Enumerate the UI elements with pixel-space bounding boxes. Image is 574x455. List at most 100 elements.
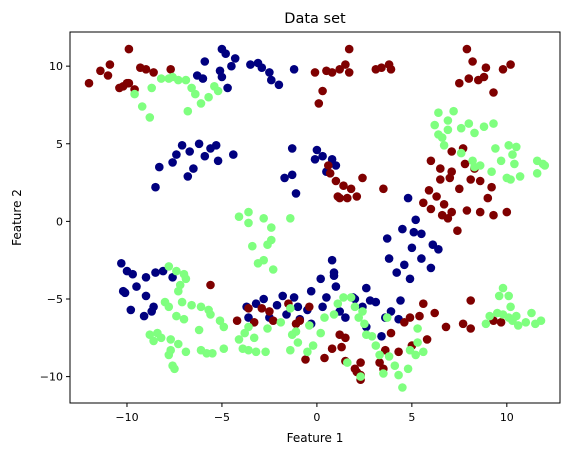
point-s0-53 [426, 263, 436, 273]
point-s0-5 [246, 60, 255, 69]
y-tick-label: 10 [49, 60, 63, 73]
point-s2-124 [419, 347, 428, 357]
point-s1-91 [341, 333, 350, 343]
point-s2-135 [234, 335, 244, 344]
point-s2-107 [350, 302, 360, 312]
point-s2-40 [456, 148, 466, 158]
point-s1-42 [343, 193, 352, 203]
point-s1-70 [453, 226, 462, 235]
point-s0-95 [382, 234, 392, 243]
point-s0-32 [318, 151, 327, 161]
point-s1-31 [479, 72, 489, 82]
point-s0-57 [141, 273, 151, 282]
point-s0-25 [168, 158, 177, 167]
point-s1-90 [337, 342, 346, 352]
point-s2-71 [219, 322, 229, 332]
point-s0-68 [139, 311, 149, 321]
point-s2-139 [485, 311, 495, 321]
point-s1-56 [466, 175, 476, 184]
chart-title: Data set [284, 11, 346, 27]
point-s1-12 [122, 78, 132, 88]
point-s2-152 [498, 283, 508, 293]
point-s2-79 [156, 333, 166, 343]
point-s1-108 [422, 335, 432, 344]
point-s1-106 [415, 311, 424, 321]
point-s2-43 [487, 167, 496, 176]
point-s0-16 [223, 83, 232, 93]
point-s2-64 [174, 286, 183, 296]
point-s1-18 [341, 60, 350, 69]
point-s1-1 [96, 66, 105, 76]
point-s1-33 [498, 65, 508, 74]
point-s2-78 [145, 330, 155, 340]
point-s1-71 [475, 207, 485, 217]
point-s2-56 [470, 162, 479, 172]
point-s1-54 [460, 159, 470, 169]
point-s2-25 [263, 240, 272, 249]
point-s2-35 [430, 120, 440, 130]
point-s0-18 [194, 139, 204, 149]
point-s1-41 [346, 184, 356, 194]
point-s0-45 [417, 229, 426, 239]
point-s2-34 [489, 119, 498, 128]
y-axis-label: Feature 2 [10, 189, 24, 246]
point-s2-84 [166, 345, 175, 355]
point-s2-149 [536, 316, 546, 326]
point-s2-113 [371, 341, 381, 350]
point-s1-25 [327, 68, 337, 77]
point-s2-104 [333, 299, 343, 309]
point-s0-7 [257, 63, 267, 72]
point-s1-36 [455, 78, 464, 88]
point-s0-44 [409, 227, 419, 237]
point-s1-49 [436, 164, 445, 173]
point-s0-66 [126, 305, 136, 315]
point-s2-108 [354, 313, 364, 322]
point-s0-4 [227, 61, 236, 71]
point-s0-38 [287, 170, 297, 180]
point-s2-55 [502, 173, 512, 183]
point-s2-73 [179, 314, 189, 324]
point-s0-65 [147, 307, 156, 316]
point-s2-39 [439, 141, 449, 150]
x-tick-label: 5 [408, 411, 415, 424]
point-s0-28 [213, 156, 223, 166]
point-s0-3 [200, 57, 210, 66]
point-s2-60 [172, 266, 181, 276]
point-s1-24 [318, 86, 327, 96]
point-s1-113 [466, 324, 476, 333]
point-s2-121 [411, 350, 421, 360]
point-s1-59 [483, 193, 493, 203]
point-s2-129 [316, 328, 326, 338]
point-s2-95 [244, 322, 253, 332]
point-s2-7 [187, 83, 196, 93]
point-s0-94 [384, 254, 394, 263]
point-s2-86 [170, 364, 179, 374]
point-s1-109 [430, 308, 440, 318]
point-s1-27 [462, 44, 472, 54]
point-s0-42 [411, 215, 421, 225]
point-s2-98 [276, 318, 286, 327]
point-s0-41 [403, 193, 413, 203]
point-s0-15 [217, 72, 227, 82]
point-s2-112 [367, 332, 377, 341]
point-s1-47 [335, 193, 345, 203]
point-s2-105 [339, 293, 348, 302]
point-s0-49 [417, 254, 426, 263]
point-s2-53 [540, 161, 550, 170]
scatter-points [84, 44, 550, 392]
point-s0-31 [312, 145, 322, 155]
point-s2-30 [456, 123, 466, 133]
point-s0-99 [396, 296, 405, 305]
point-s2-116 [390, 361, 400, 371]
point-s1-102 [394, 347, 403, 357]
point-s2-2 [156, 74, 166, 83]
point-s0-26 [155, 162, 164, 172]
point-s1-46 [379, 184, 388, 194]
point-s2-97 [263, 324, 272, 333]
point-s1-10 [149, 68, 158, 77]
point-s2-65 [177, 297, 187, 307]
point-s2-74 [172, 311, 181, 321]
point-s2-27 [244, 218, 253, 228]
point-s2-62 [181, 274, 191, 284]
